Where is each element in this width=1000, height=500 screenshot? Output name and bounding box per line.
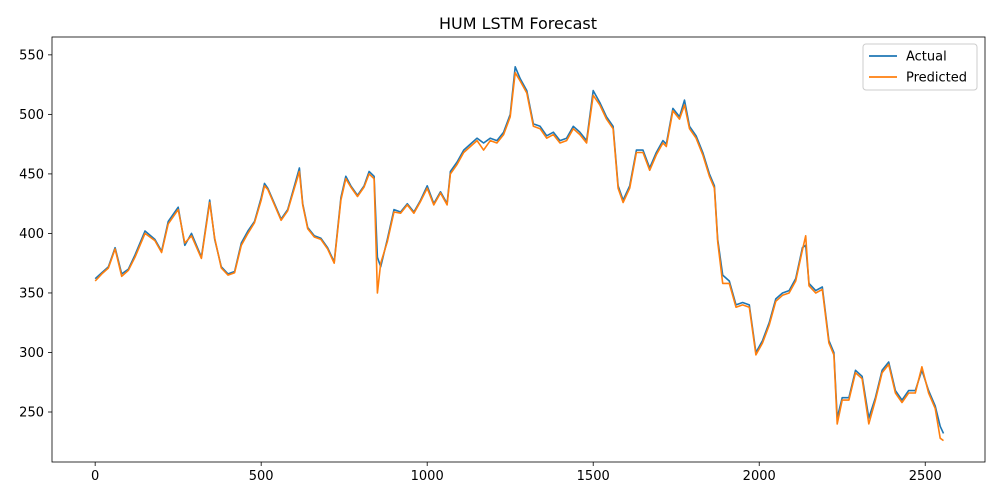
- y-tick-label: 500: [19, 108, 44, 123]
- legend: Actual Predicted: [862, 43, 978, 91]
- legend-label-actual: Actual: [906, 50, 947, 65]
- y-tick-label: 250: [19, 406, 44, 421]
- axes-frame: [51, 36, 986, 463]
- x-tick-label: 2500: [909, 469, 942, 484]
- x-tick-label: 1000: [411, 469, 444, 484]
- y-tick-label: 350: [19, 286, 44, 301]
- series-line-predicted: [94, 71, 944, 442]
- chart-title: HUM LSTM Forecast: [439, 14, 597, 33]
- x-tick-label: 0: [91, 469, 99, 484]
- y-tick-label: 550: [19, 48, 44, 63]
- x-tick-label: 500: [249, 469, 274, 484]
- y-tick-label: 450: [19, 167, 44, 182]
- y-tick-label: 300: [19, 346, 44, 361]
- y-tick-label: 400: [19, 227, 44, 242]
- series-layer: [94, 66, 945, 442]
- x-tick-label: 2000: [743, 469, 776, 484]
- x-tick-label: 1500: [577, 469, 610, 484]
- legend-label-predicted: Predicted: [906, 71, 967, 86]
- axes-layer: 0 500 1000 1500 2000 2500 250 300 350 400 450 500 55…: [19, 36, 986, 484]
